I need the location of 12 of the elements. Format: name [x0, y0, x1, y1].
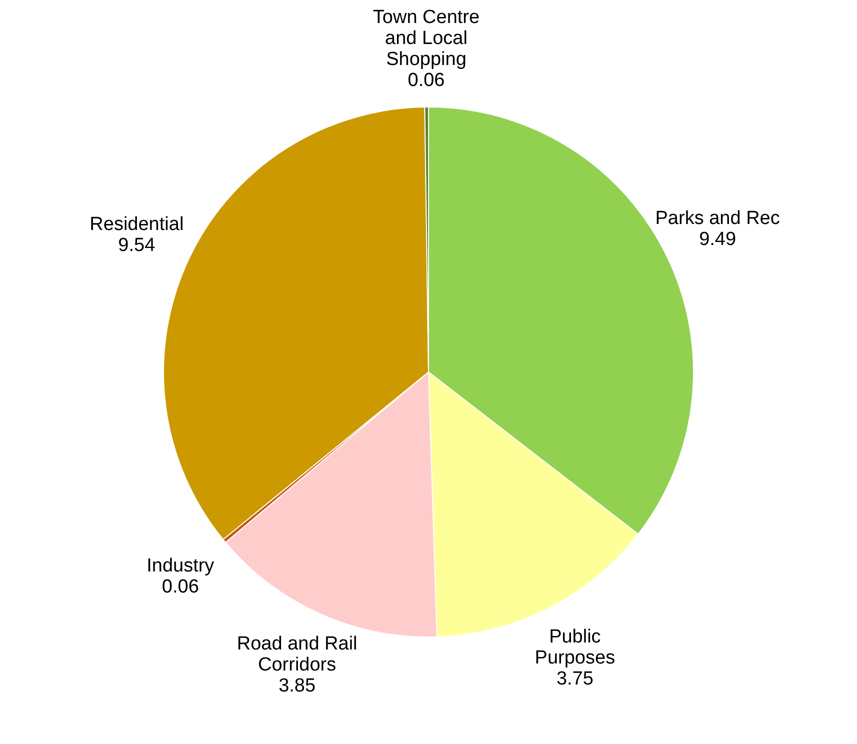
slice-label: Industry — [146, 555, 215, 576]
slice-label: Town Centre and Local Shopping — [372, 7, 480, 70]
slice-label: Residential — [90, 214, 184, 235]
data-label: 0.06 — [162, 576, 199, 598]
slice-label: Public Purposes — [534, 626, 616, 668]
data-label: 3.75 — [556, 668, 594, 690]
slice-label: Road and Rail Corridors — [236, 633, 358, 676]
data-label: 0.06 — [408, 70, 445, 92]
data-label: 9.54 — [118, 234, 156, 256]
data-label: 3.85 — [278, 675, 316, 696]
slice-label: Parks and Rec — [655, 208, 780, 230]
data-label: 9.49 — [699, 229, 736, 250]
